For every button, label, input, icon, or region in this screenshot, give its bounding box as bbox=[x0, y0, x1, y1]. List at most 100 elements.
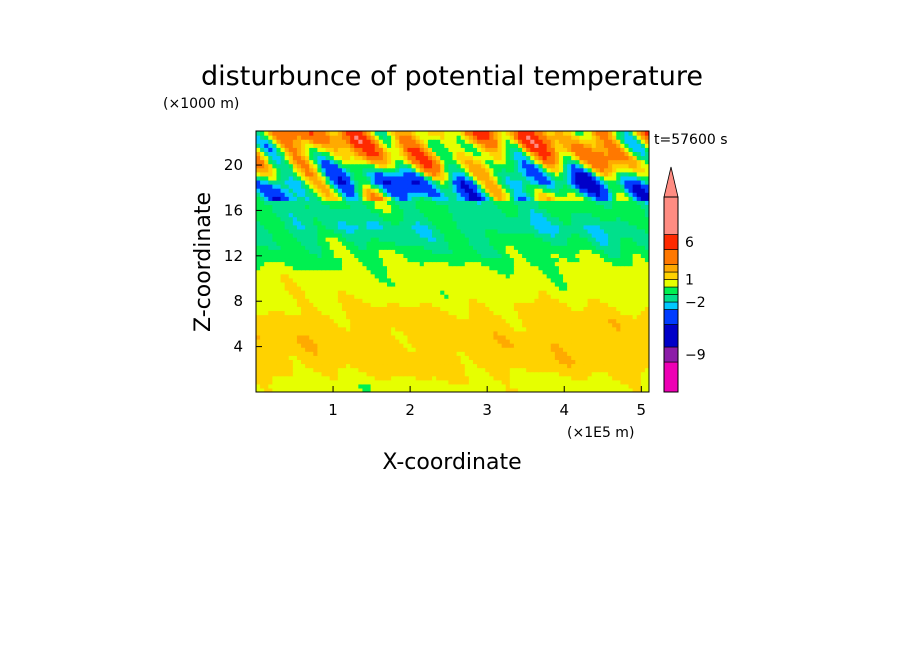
heatmap-cell bbox=[296, 261, 302, 267]
heatmap-cell bbox=[579, 261, 585, 267]
heatmap-cell bbox=[276, 220, 282, 226]
heatmap-cell bbox=[272, 257, 278, 263]
heatmap-cell bbox=[546, 322, 552, 328]
heatmap-cell bbox=[522, 330, 527, 336]
heatmap-cell bbox=[452, 338, 458, 344]
heatmap-cell bbox=[407, 334, 413, 340]
heatmap-cell bbox=[522, 265, 527, 271]
heatmap-cell bbox=[563, 220, 568, 226]
heatmap-cell bbox=[481, 281, 486, 287]
heatmap-cell bbox=[591, 343, 597, 348]
heatmap-cell bbox=[591, 273, 597, 279]
heatmap-cell bbox=[616, 294, 621, 299]
heatmap-cell bbox=[640, 188, 646, 193]
heatmap-cell bbox=[554, 237, 560, 242]
heatmap-cell bbox=[337, 318, 343, 324]
heatmap-cell bbox=[452, 379, 458, 385]
heatmap-cell bbox=[256, 298, 261, 303]
heatmap-cell bbox=[260, 208, 265, 214]
heatmap-cell bbox=[485, 318, 490, 324]
heatmap-cell bbox=[554, 269, 560, 275]
heatmap-cell bbox=[296, 322, 302, 328]
heatmap-cell bbox=[272, 379, 278, 385]
heatmap-cell bbox=[399, 371, 404, 377]
heatmap-cell bbox=[374, 359, 380, 365]
heatmap-cell bbox=[448, 306, 454, 312]
heatmap-cell bbox=[358, 261, 364, 267]
heatmap-cell bbox=[370, 379, 376, 385]
heatmap-cell bbox=[391, 310, 396, 316]
heatmap-cell bbox=[427, 330, 433, 336]
heatmap-cell bbox=[472, 367, 478, 373]
heatmap-cell bbox=[329, 261, 335, 267]
heatmap-cell bbox=[550, 298, 556, 303]
heatmap-cell bbox=[427, 387, 433, 392]
heatmap-cell bbox=[448, 237, 454, 242]
heatmap-cell bbox=[477, 379, 482, 385]
heatmap-cell bbox=[628, 363, 634, 369]
heatmap-cell bbox=[436, 212, 441, 218]
heatmap-cell bbox=[583, 334, 589, 340]
heatmap-cell bbox=[558, 302, 564, 307]
heatmap-cell bbox=[292, 367, 298, 373]
heatmap-cell bbox=[538, 334, 544, 340]
heatmap-cell bbox=[481, 261, 486, 267]
heatmap-cell bbox=[448, 273, 454, 279]
heatmap-cell bbox=[595, 192, 601, 197]
heatmap-cell bbox=[276, 212, 282, 218]
heatmap-cell bbox=[546, 261, 552, 267]
heatmap-cell bbox=[542, 379, 548, 385]
heatmap-cell bbox=[382, 326, 388, 332]
heatmap-cell bbox=[321, 294, 327, 299]
heatmap-cell bbox=[378, 257, 384, 263]
heatmap-cell bbox=[603, 343, 609, 348]
heatmap-cell bbox=[362, 322, 368, 328]
heatmap-cell bbox=[407, 302, 413, 307]
heatmap-cell bbox=[399, 224, 404, 230]
heatmap-cell bbox=[518, 367, 523, 373]
heatmap-cell bbox=[366, 184, 372, 189]
heatmap-cell bbox=[632, 383, 638, 389]
heatmap-cell bbox=[632, 387, 638, 392]
heatmap-cell bbox=[485, 224, 490, 230]
heatmap-cell bbox=[481, 363, 486, 369]
heatmap-cell bbox=[542, 241, 548, 246]
heatmap-cell bbox=[276, 359, 282, 365]
heatmap-cell bbox=[558, 383, 564, 389]
heatmap-cell bbox=[333, 220, 339, 226]
heatmap-cell bbox=[513, 257, 519, 263]
heatmap-cell bbox=[522, 184, 527, 189]
heatmap-cell bbox=[636, 375, 642, 381]
heatmap-cell bbox=[526, 273, 531, 279]
heatmap-cell bbox=[284, 294, 290, 299]
heatmap-cell bbox=[333, 273, 339, 279]
heatmap-cell bbox=[616, 265, 621, 271]
heatmap-cell bbox=[374, 310, 380, 316]
heatmap-cell bbox=[292, 245, 298, 250]
heatmap-cell bbox=[268, 387, 273, 392]
heatmap-cell bbox=[583, 298, 589, 303]
heatmap-cell bbox=[362, 298, 368, 303]
heatmap-cell bbox=[321, 184, 327, 189]
heatmap-cell bbox=[284, 290, 290, 295]
heatmap-cell bbox=[591, 371, 597, 377]
heatmap-cell bbox=[280, 310, 286, 316]
heatmap-cell bbox=[497, 367, 503, 373]
heatmap-cell bbox=[464, 281, 470, 287]
heatmap-cell bbox=[636, 212, 642, 218]
heatmap-cell bbox=[362, 265, 368, 271]
heatmap-cell bbox=[378, 298, 384, 303]
heatmap-cell bbox=[644, 245, 649, 250]
heatmap-cell bbox=[288, 338, 294, 344]
heatmap-cell bbox=[382, 241, 388, 246]
heatmap-cell bbox=[468, 269, 474, 275]
heatmap-cell bbox=[305, 216, 310, 222]
heatmap-cell bbox=[530, 232, 535, 238]
heatmap-cell bbox=[591, 216, 597, 222]
heatmap-cell bbox=[313, 294, 319, 299]
heatmap-cell bbox=[513, 224, 519, 230]
heatmap-cell bbox=[542, 237, 548, 242]
heatmap-cell bbox=[456, 265, 462, 271]
heatmap-cell bbox=[305, 387, 310, 392]
heatmap-cell bbox=[595, 188, 601, 193]
